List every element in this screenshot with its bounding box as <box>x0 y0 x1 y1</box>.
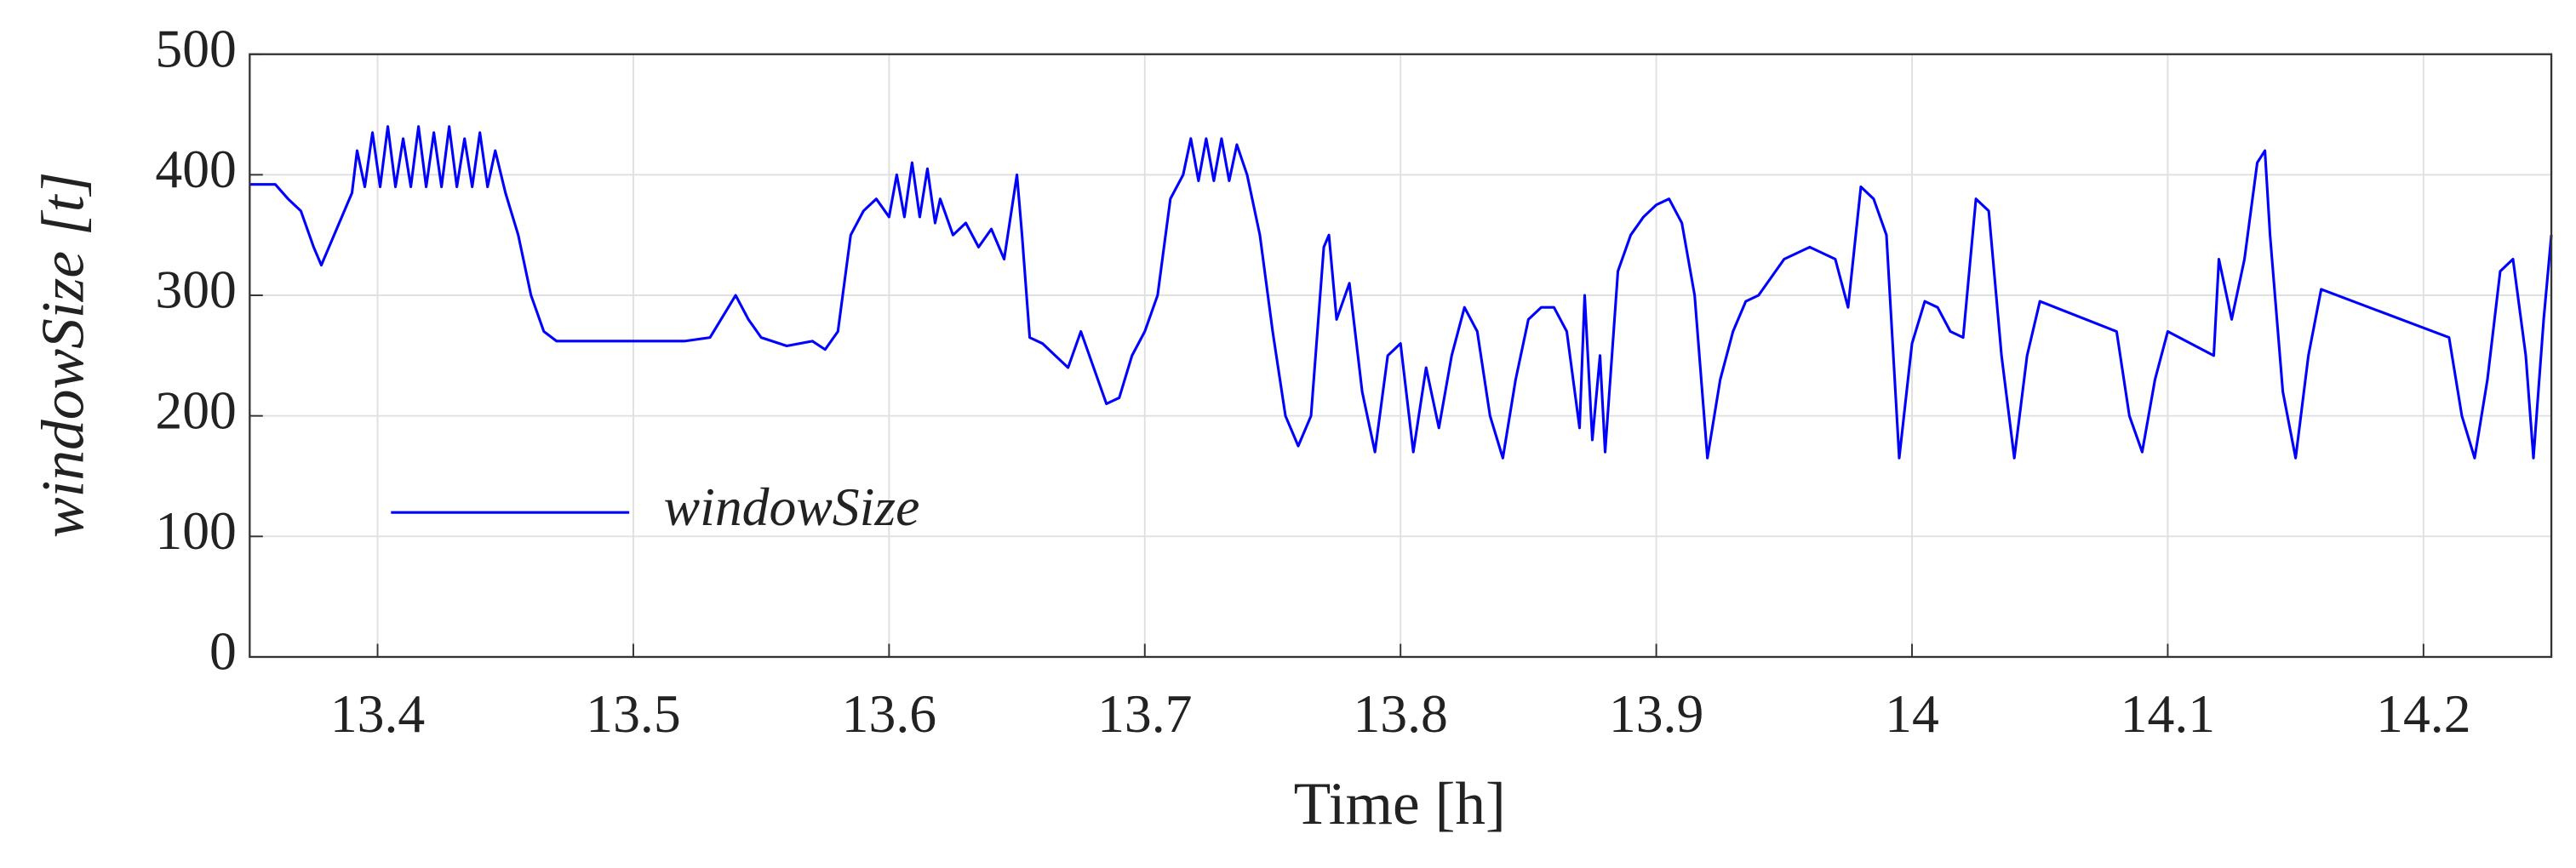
y-axis-label: windowSize [t] <box>29 172 96 538</box>
x-tick-label: 13.4 <box>330 683 425 744</box>
y-tick-label: 200 <box>155 380 237 440</box>
x-tick-label: 13.7 <box>1097 683 1192 744</box>
x-tick-label: 14.2 <box>2376 683 2470 744</box>
x-tick-label: 14.1 <box>2121 683 2215 744</box>
y-tick-label: 0 <box>209 621 237 682</box>
y-tick-label: 300 <box>155 260 237 320</box>
legend-label: windowSize <box>664 477 920 537</box>
y-tick-label: 500 <box>155 18 237 78</box>
x-tick-label: 14 <box>1885 683 1939 744</box>
x-tick-label: 13.5 <box>586 683 680 744</box>
plot-frame <box>249 53 2553 659</box>
x-tick-label: 13.8 <box>1353 683 1447 744</box>
x-axis-label: Time [h] <box>1294 770 1506 837</box>
y-tick-label: 400 <box>155 139 237 199</box>
x-tick-label: 13.6 <box>842 683 936 744</box>
y-tick-label: 100 <box>155 500 237 561</box>
x-tick-label: 13.9 <box>1609 683 1703 744</box>
data-line <box>249 125 2553 460</box>
